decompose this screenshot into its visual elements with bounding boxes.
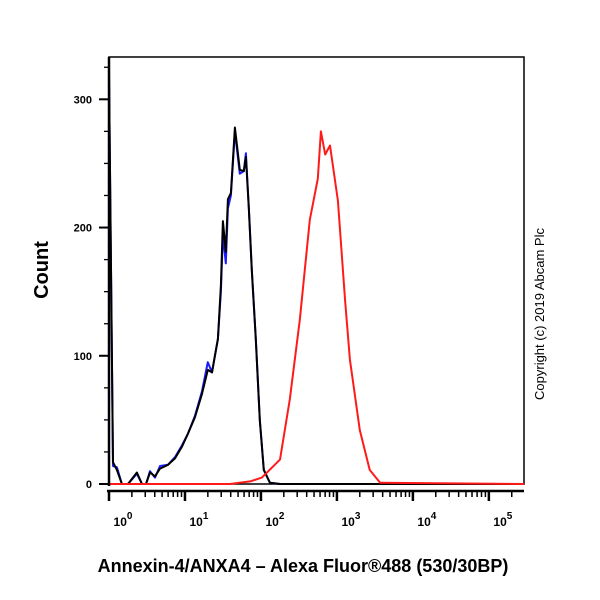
x-tick-exponent: 2 xyxy=(279,511,285,522)
x-axis: 100 101 102 103 104 105 xyxy=(107,489,524,529)
y-axis: 0 100 200 300 xyxy=(74,57,111,491)
x-tick-exponent: 4 xyxy=(431,511,437,522)
y-tick-label: 0 xyxy=(86,479,92,491)
series-group xyxy=(108,72,525,485)
series-line-2 xyxy=(109,130,525,485)
y-axis-title: Count xyxy=(31,241,53,299)
x-tick-exponent: 5 xyxy=(507,511,513,522)
x-tick-base: 10 xyxy=(114,515,128,529)
y-tick-label: 300 xyxy=(74,94,92,106)
x-tick-label: 101 xyxy=(190,511,209,529)
x-tick-exponent: 3 xyxy=(355,511,361,522)
copyright-text: Copyright (c) 2019 Abcam Plc xyxy=(532,228,547,400)
x-tick-base: 10 xyxy=(417,515,431,529)
x-tick-label: 103 xyxy=(341,511,360,529)
x-tick-label: 105 xyxy=(493,511,512,529)
x-tick-base: 10 xyxy=(265,515,279,529)
y-tick-label: 100 xyxy=(74,351,92,363)
series-line-1 xyxy=(108,72,524,485)
x-tick-base: 10 xyxy=(341,515,355,529)
series-line-0 xyxy=(108,72,524,485)
y-tick-label: 200 xyxy=(74,223,92,235)
plot-frame xyxy=(108,56,525,485)
x-axis-title: Annexin-4/ANXA4 – Alexa Fluor®488 (530/3… xyxy=(98,556,509,576)
x-tick-exponent: 1 xyxy=(203,511,209,522)
x-tick-label: 102 xyxy=(265,511,284,529)
x-tick-base: 10 xyxy=(190,515,204,529)
x-tick-exponent: 0 xyxy=(127,511,133,522)
x-tick-label: 100 xyxy=(114,511,133,529)
x-tick-base: 10 xyxy=(493,515,507,529)
x-tick-label: 104 xyxy=(417,511,436,529)
